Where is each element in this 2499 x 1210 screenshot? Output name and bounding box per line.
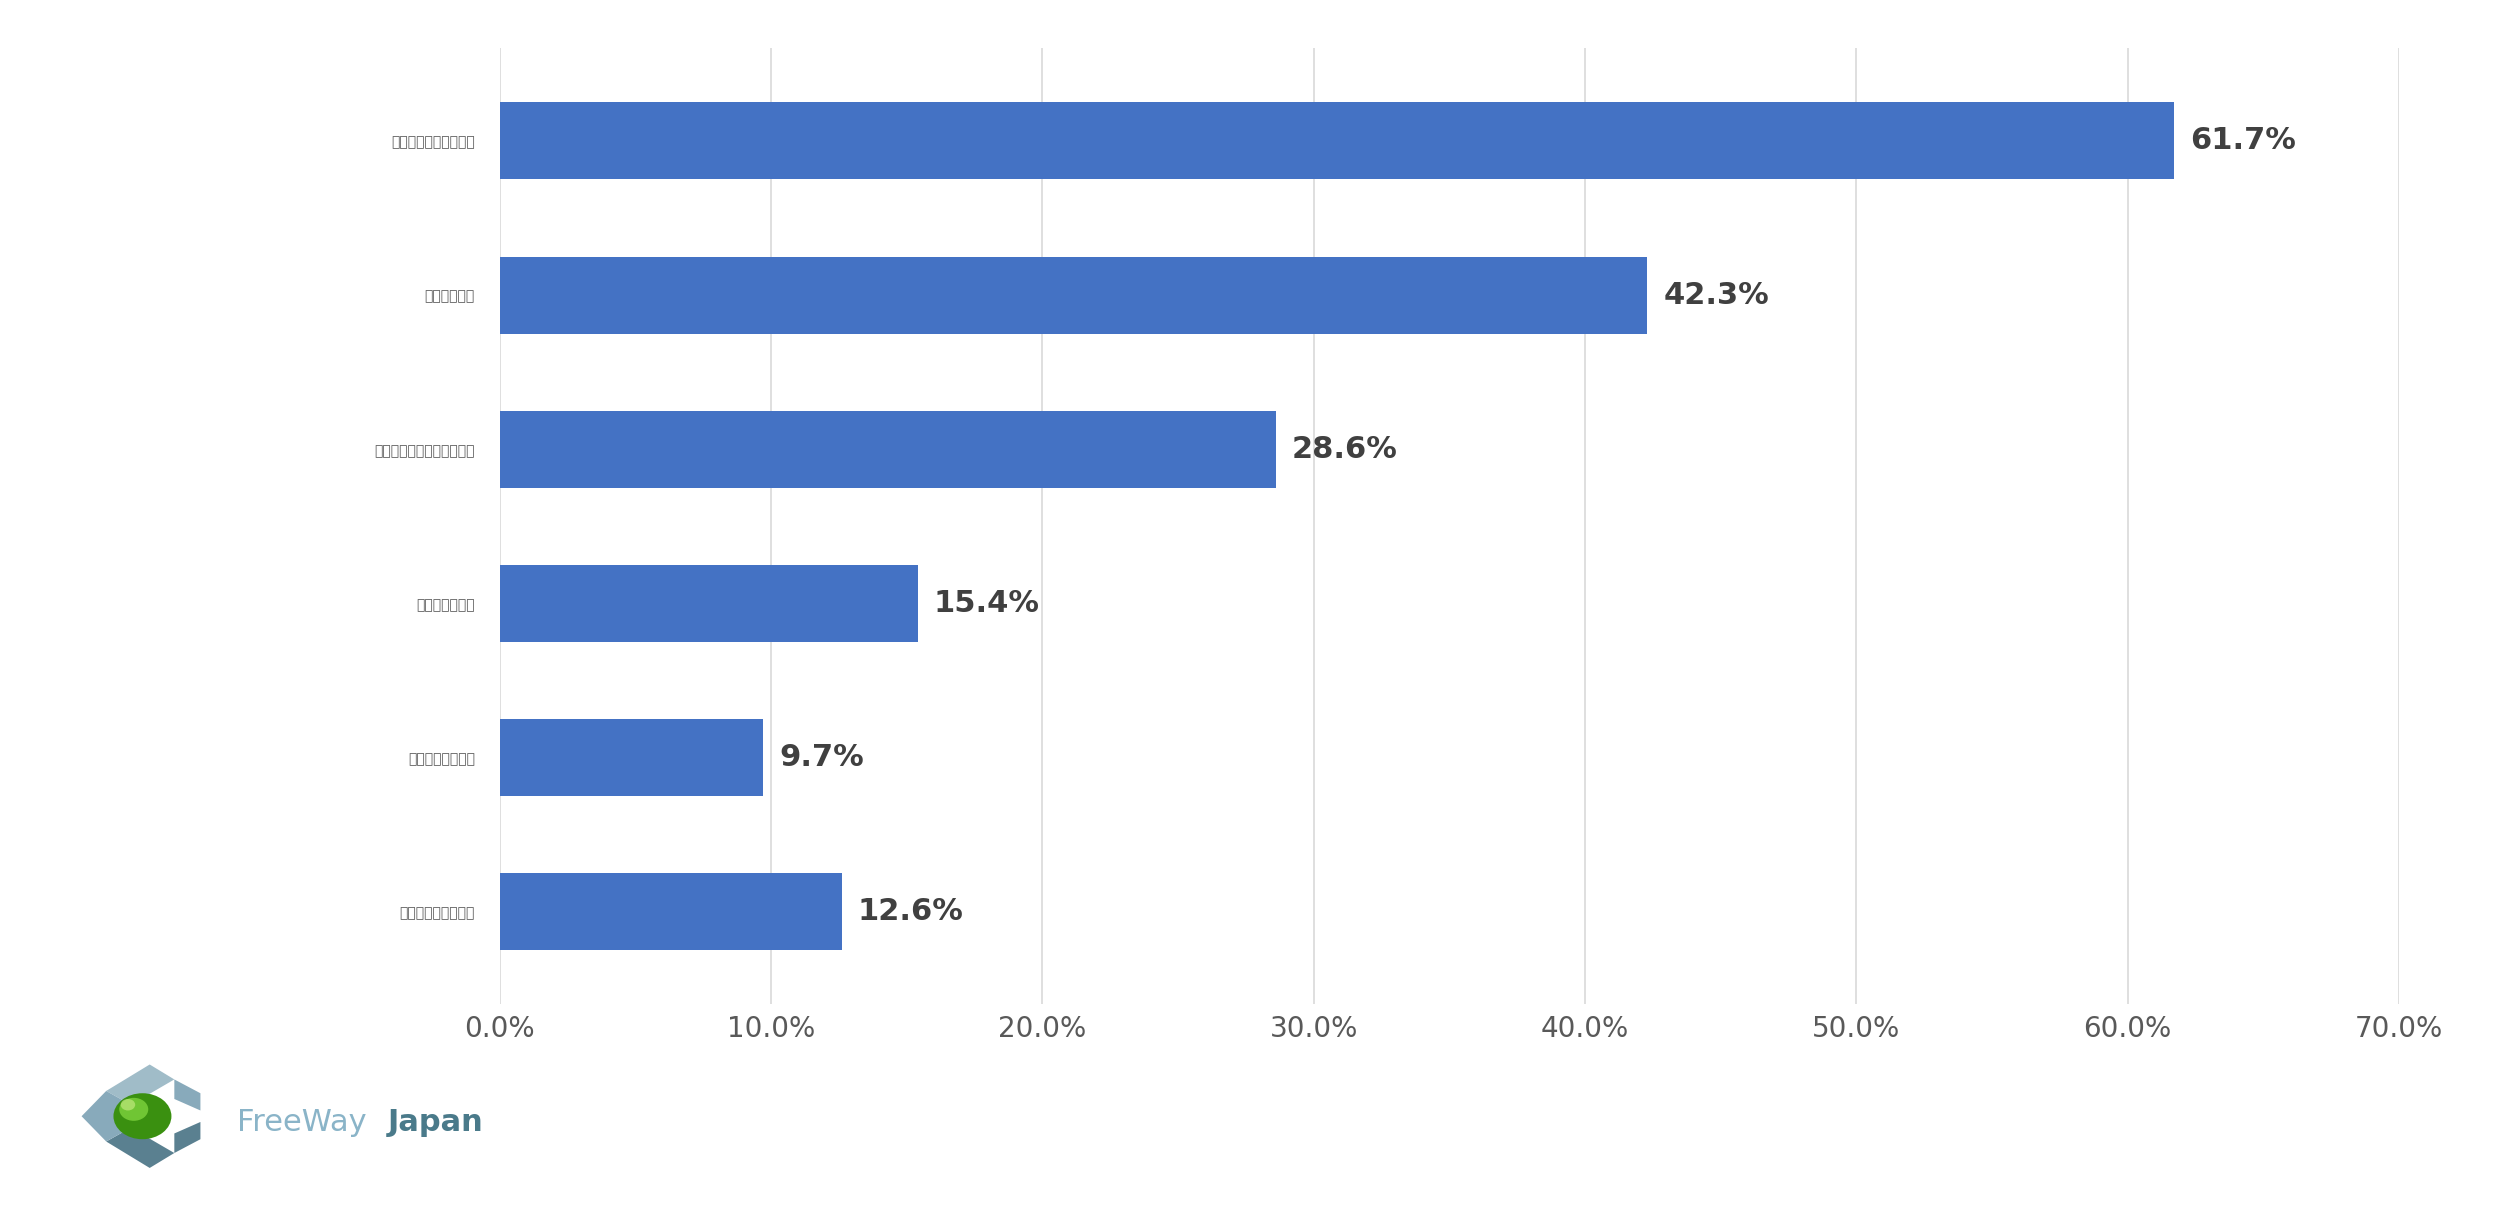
Polygon shape <box>107 1065 175 1105</box>
Circle shape <box>120 1099 135 1111</box>
Text: 61.7%: 61.7% <box>2189 126 2297 155</box>
Bar <box>500 565 917 643</box>
Bar <box>500 257 1647 334</box>
Bar <box>500 719 762 796</box>
Circle shape <box>120 1097 147 1120</box>
Text: 9.7%: 9.7% <box>780 743 865 772</box>
Polygon shape <box>82 1091 130 1141</box>
Text: 28.6%: 28.6% <box>1292 434 1397 463</box>
Text: 15.4%: 15.4% <box>935 589 1040 618</box>
Bar <box>500 103 2174 179</box>
Polygon shape <box>175 1079 200 1111</box>
Polygon shape <box>107 1128 175 1168</box>
Text: 12.6%: 12.6% <box>857 898 965 927</box>
Bar <box>500 410 1277 488</box>
Text: Japan: Japan <box>387 1108 482 1137</box>
Polygon shape <box>175 1122 200 1153</box>
Bar <box>500 874 842 950</box>
Text: 42.3%: 42.3% <box>1664 281 1769 310</box>
Text: FreeWay: FreeWay <box>237 1108 367 1137</box>
Circle shape <box>112 1094 172 1140</box>
